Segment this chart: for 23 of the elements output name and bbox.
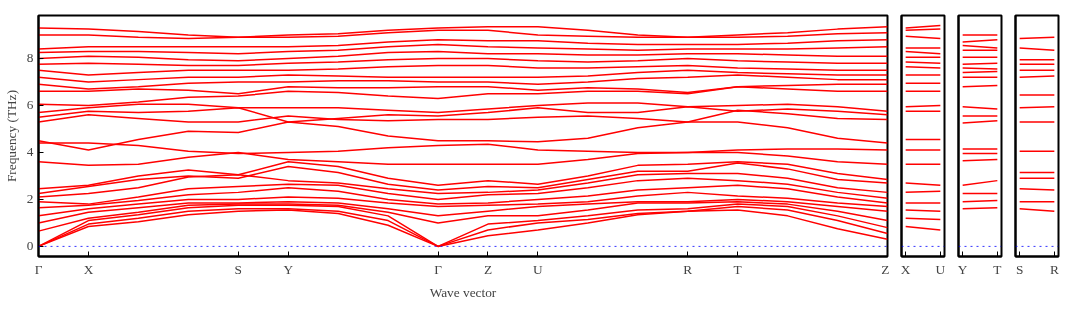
- x-tick-label: S: [1015, 261, 1024, 277]
- y-tick-label: 2: [26, 191, 34, 207]
- x-tick-label: Z: [881, 261, 890, 277]
- x-tick-label: X: [900, 261, 911, 277]
- x-tick-label: Γ: [434, 261, 443, 277]
- x-tick-label: Y: [283, 261, 294, 277]
- y-tick-label: 0: [26, 238, 34, 254]
- x-tick-label: X: [83, 261, 94, 277]
- x-tick-label: Y: [957, 261, 968, 277]
- x-tick-label: U: [533, 261, 544, 277]
- x-axis-title: Wave vector: [429, 284, 497, 300]
- x-tick-label: T: [733, 261, 742, 277]
- y-axis-title: Frequency (THz): [3, 89, 19, 183]
- y-tick-label: 8: [26, 50, 34, 66]
- x-tick-label: U: [935, 261, 946, 277]
- x-tick-label: R: [1049, 261, 1059, 277]
- x-tick-label: T: [993, 261, 1002, 277]
- x-tick-label: Z: [483, 261, 493, 277]
- y-tick-label: 6: [26, 97, 34, 113]
- x-tick-label: Γ: [34, 261, 43, 277]
- x-tick-label: R: [683, 261, 693, 277]
- y-tick-label: 4: [26, 144, 34, 160]
- x-tick-label: S: [234, 261, 242, 277]
